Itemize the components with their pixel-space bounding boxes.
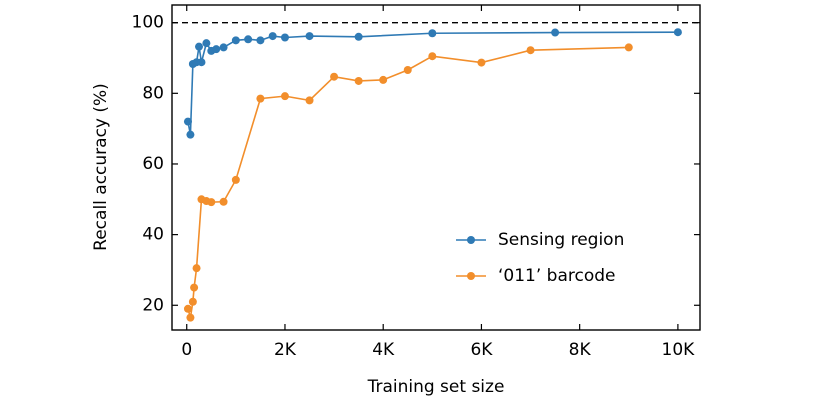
- data-point: [195, 42, 204, 51]
- legend-marker: [467, 272, 475, 280]
- data-point: [526, 46, 535, 55]
- legend-label: ‘011’ barcode: [498, 266, 615, 286]
- data-point: [192, 264, 201, 273]
- data-point: [379, 75, 388, 84]
- x-tick-label: 6K: [470, 340, 493, 360]
- series: [183, 43, 633, 322]
- data-point: [673, 28, 682, 37]
- data-point: [197, 58, 206, 67]
- data-point: [183, 304, 192, 313]
- data-point: [186, 130, 195, 139]
- data-point: [403, 66, 412, 74]
- data-point: [231, 175, 240, 184]
- legend-marker: [467, 236, 475, 244]
- y-axis-label: Recall accuracy (%): [91, 83, 111, 251]
- x-tick-label: 10K: [662, 340, 696, 360]
- data-point: [256, 94, 265, 103]
- plot-frame: [171, 4, 701, 331]
- y-tick-label: 100: [132, 13, 164, 33]
- data-point: [212, 45, 221, 54]
- data-point: [428, 29, 437, 38]
- x-tick-label: 0: [181, 340, 192, 360]
- data-point: [330, 72, 339, 81]
- x-tick-label: 8K: [569, 340, 592, 360]
- y-tick-label: 60: [142, 154, 164, 174]
- y-tick-label: 20: [142, 295, 164, 315]
- data-point: [551, 28, 560, 37]
- data-point: [477, 58, 486, 67]
- data-point: [354, 32, 363, 41]
- data-point: [624, 43, 633, 52]
- data-point: [428, 52, 437, 61]
- legend-label: Sensing region: [498, 230, 624, 250]
- data-point: [256, 36, 265, 45]
- data-point: [219, 43, 228, 52]
- data-point: [305, 96, 314, 105]
- data-point: [280, 33, 289, 42]
- data-point: [244, 35, 253, 44]
- data-point: [202, 39, 211, 48]
- data-point: [186, 313, 195, 322]
- series: [183, 28, 682, 139]
- data-point: [183, 117, 192, 126]
- data-point: [188, 297, 197, 306]
- data-point: [231, 36, 240, 45]
- y-tick-label: 80: [142, 83, 164, 103]
- data-point: [305, 32, 314, 41]
- data-point: [219, 197, 228, 206]
- y-tick-label: 40: [142, 225, 164, 245]
- data-point: [190, 283, 199, 292]
- data-point: [354, 76, 363, 85]
- x-tick-label: 4K: [372, 340, 395, 360]
- x-axis-label: Training set size: [367, 377, 505, 397]
- data-point: [280, 92, 289, 101]
- x-tick-label: 2K: [274, 340, 297, 360]
- data-point: [207, 198, 216, 207]
- data-point: [268, 32, 277, 41]
